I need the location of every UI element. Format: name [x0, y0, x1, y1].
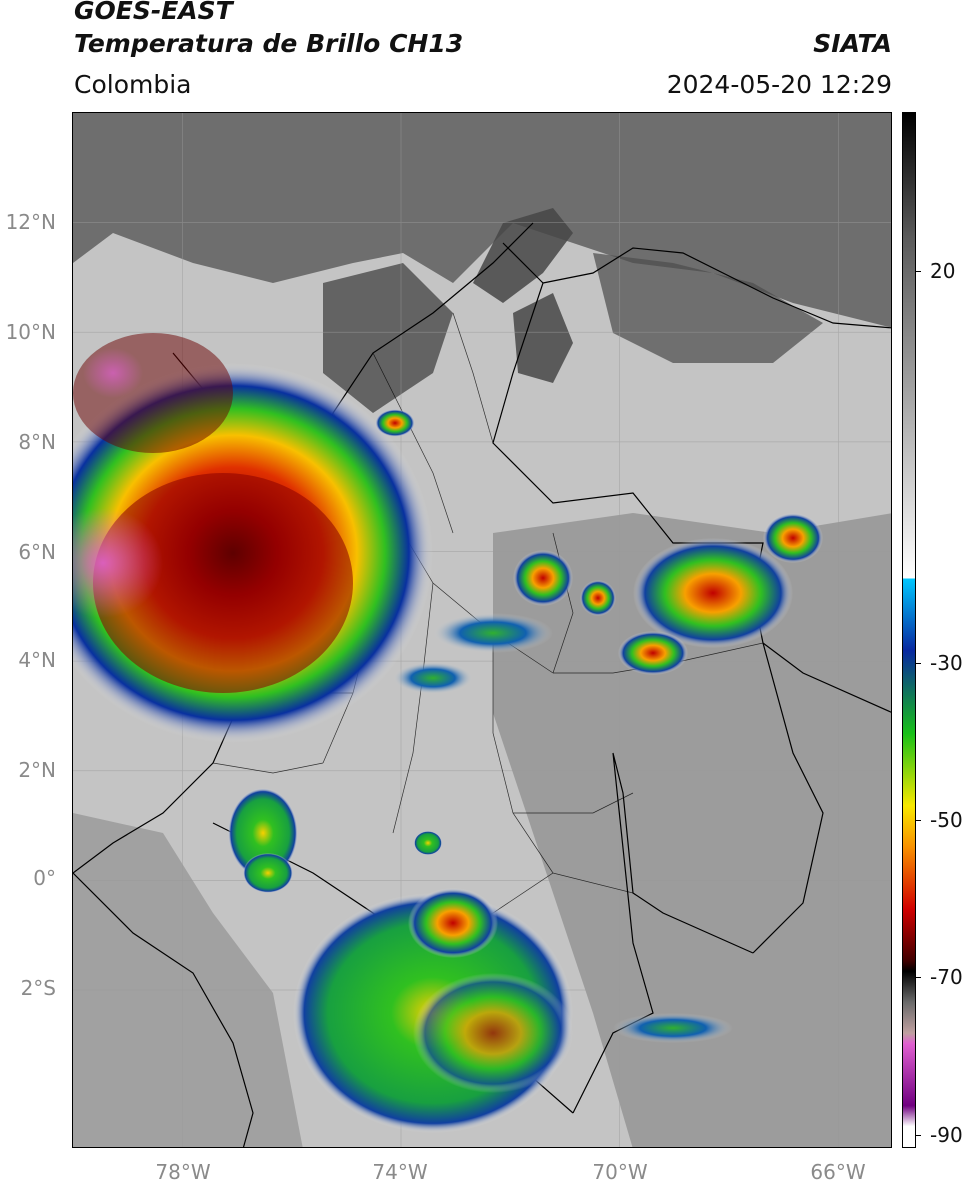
arauca-cell	[580, 580, 616, 616]
casanare-band	[433, 613, 553, 653]
lon-label-66w: 66°W	[810, 1160, 866, 1184]
temperature-colorbar	[902, 112, 916, 1148]
venezuela-coastline	[542, 247, 891, 329]
product-title: Temperatura de Brillo CH13	[74, 29, 464, 58]
santander-cell	[375, 409, 415, 437]
lat-label-0: 0°	[33, 866, 56, 890]
map-canvas	[73, 113, 891, 1147]
ecuador-peru-coast	[73, 872, 254, 1147]
lon-label-78w: 78°W	[155, 1160, 211, 1184]
pacific-overshooting-tops-2	[83, 348, 143, 398]
gulf-of-venezuela	[513, 293, 573, 383]
organization-label: SIATA	[813, 29, 892, 58]
narino-cells	[228, 788, 298, 878]
lat-label-8n: 8°N	[18, 430, 56, 454]
colorbar-tick-20: 20	[930, 259, 956, 283]
lon-label-70w: 70°W	[592, 1160, 648, 1184]
satellite-title: GOES-EAST	[74, 0, 233, 25]
colorbar-tick-minus50: -50	[930, 808, 963, 832]
venezuela-coast-dark	[593, 253, 823, 363]
lat-label-12n: 12°N	[5, 210, 56, 234]
dry-caribbean-dark	[473, 208, 573, 303]
lat-label-6n: 6°N	[18, 540, 56, 564]
pacific-storm-core	[93, 473, 353, 693]
meta-cell	[513, 550, 573, 606]
pacific-overshooting-tops	[73, 508, 163, 618]
colorbar-tick-minus70: -70	[930, 965, 963, 989]
caqueta-cell	[414, 831, 442, 855]
colorbar-tick-minus30: -30	[930, 651, 963, 675]
lat-label-2n: 2°N	[18, 758, 56, 782]
venezuela-brazil-border	[762, 642, 891, 713]
convective-clouds	[73, 333, 823, 1133]
venezuela-cell-east	[763, 513, 823, 563]
lat-label-2s: 2°S	[20, 976, 56, 1000]
colorbar-tick-minus90: -90	[930, 1123, 963, 1147]
putumayo-cell	[408, 888, 498, 958]
region-label: Colombia	[74, 70, 192, 99]
guaviare-cells	[393, 662, 473, 694]
venezuela-cell-large	[633, 538, 793, 648]
maracaibo-basin-dark	[323, 263, 453, 413]
vaupes-cells	[613, 1013, 733, 1043]
venezuela-cell-south	[618, 631, 688, 675]
datetime-label: 2024-05-20 12:29	[666, 70, 892, 99]
satellite-map[interactable]	[72, 112, 892, 1148]
lat-label-4n: 4°N	[18, 648, 56, 672]
lat-label-10n: 10°N	[5, 320, 56, 344]
llanos-lowlands	[493, 513, 891, 1147]
lon-label-74w: 74°W	[372, 1160, 428, 1184]
amazon-complex-2	[413, 973, 573, 1093]
narino-cells-2	[243, 853, 293, 893]
pacific-coast-gray	[73, 813, 303, 1147]
